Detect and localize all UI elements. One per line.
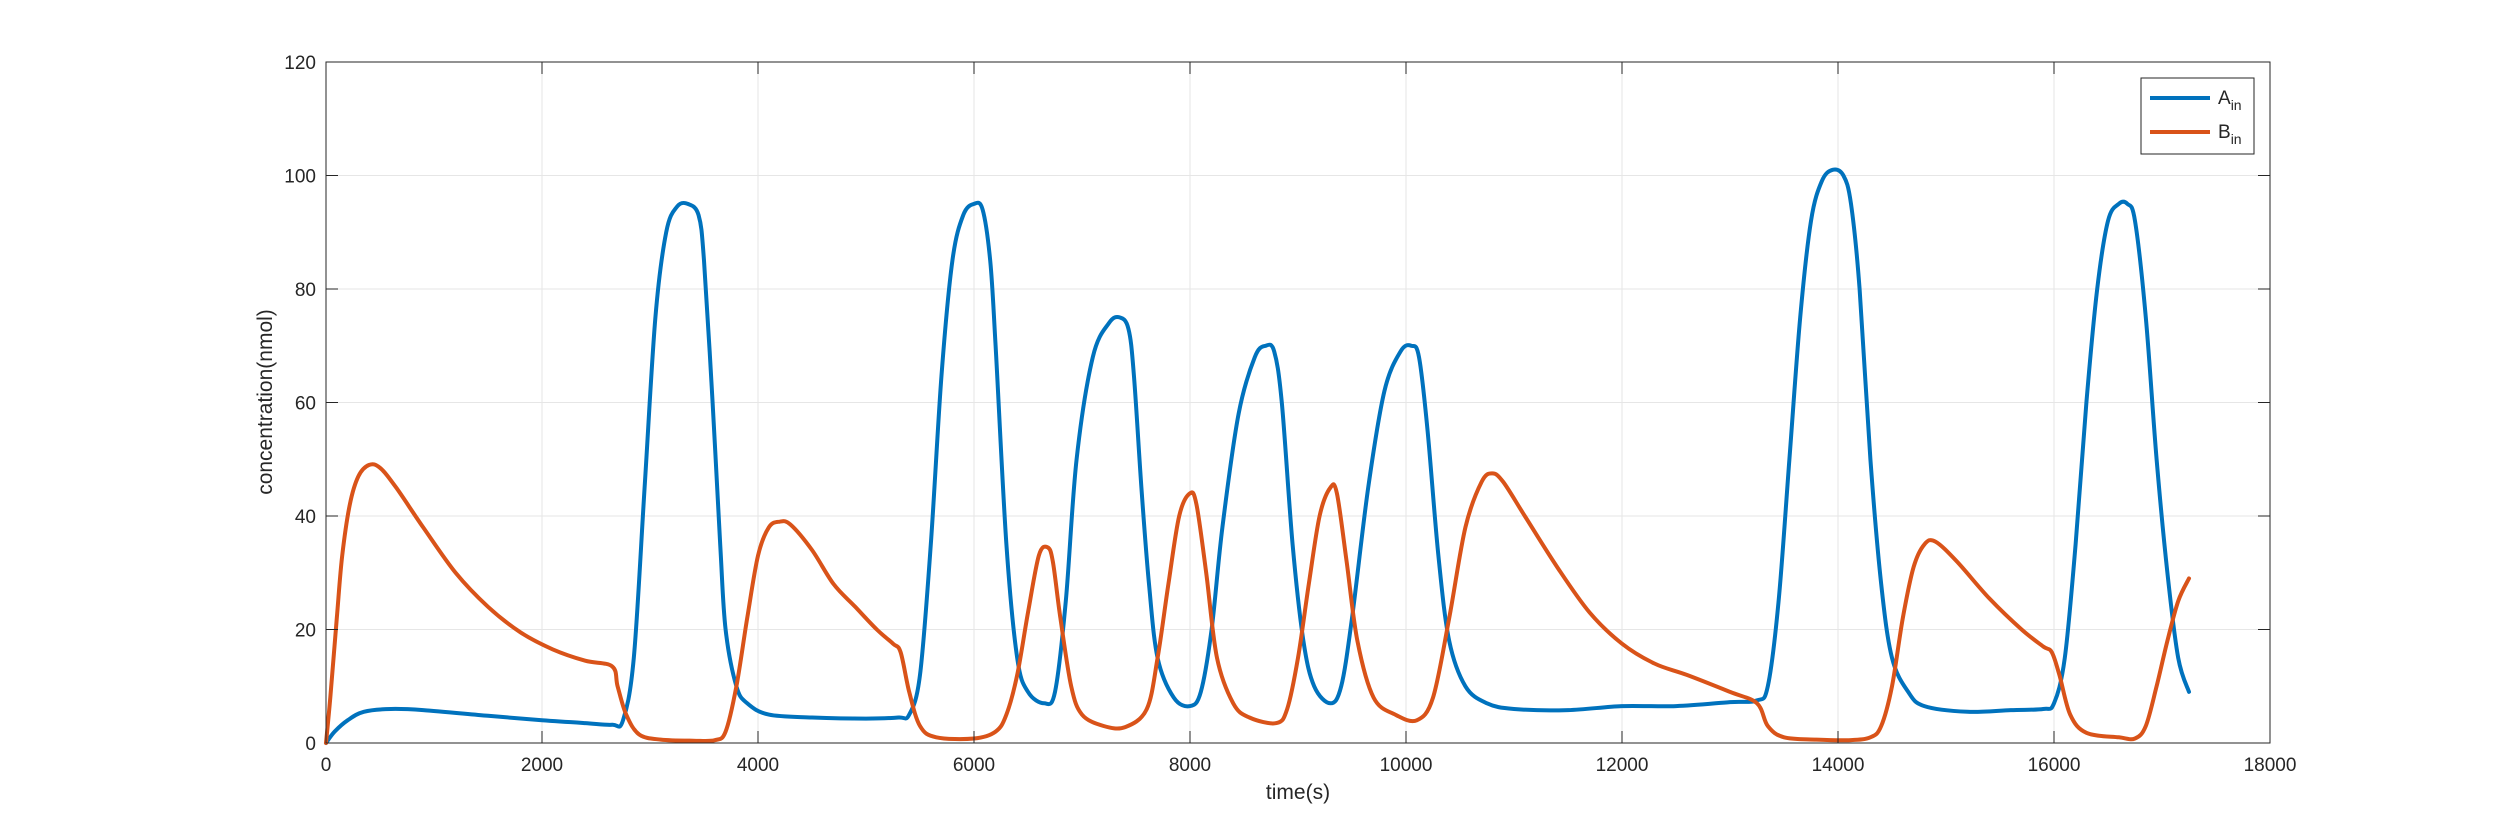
y-tick-label: 20 — [295, 621, 316, 642]
x-tick-label: 6000 — [953, 755, 995, 776]
legend-label-a-in: Ain — [2218, 88, 2242, 113]
x-tick-label: 16000 — [2028, 755, 2081, 776]
x-axis-label: time(s) — [1266, 781, 1330, 804]
y-tick-label: 100 — [284, 167, 316, 188]
y-tick-label: 40 — [295, 507, 316, 528]
legend-label-a-main: A — [2218, 88, 2231, 109]
y-axis-label: concentration(nmol) — [254, 309, 277, 495]
x-tick-label: 2000 — [521, 755, 563, 776]
x-tick-label: 10000 — [1380, 755, 1433, 776]
legend-label-a-subscript: in — [2231, 97, 2242, 113]
tick-labels: 0 2000 4000 6000 8000 10000 12000 14000 16000 180… — [284, 53, 2296, 776]
y-tick-label: 80 — [295, 280, 316, 301]
x-tick-label: 14000 — [1812, 755, 1865, 776]
x-tick-label: 18000 — [2244, 755, 2297, 776]
x-tick-label: 12000 — [1596, 755, 1649, 776]
x-tick-label: 4000 — [737, 755, 779, 776]
legend-label-b-subscript: in — [2231, 131, 2242, 147]
legend-box — [2140, 77, 2255, 155]
legend-label-b-main: B — [2218, 122, 2231, 143]
series-line-b-in — [324, 462, 2191, 745]
series-line-a-in — [324, 167, 2191, 745]
y-tick-label: 60 — [295, 394, 316, 415]
axis-ticks — [325, 61, 2271, 744]
series-layer — [324, 167, 2191, 745]
y-tick-label: 120 — [284, 53, 316, 74]
legend: Ain Bin — [2140, 77, 2255, 155]
legend-label-b-in: Bin — [2218, 122, 2242, 147]
y-tick-label: 0 — [305, 734, 316, 755]
x-tick-label: 0 — [321, 755, 332, 776]
x-tick-label: 8000 — [1169, 755, 1211, 776]
